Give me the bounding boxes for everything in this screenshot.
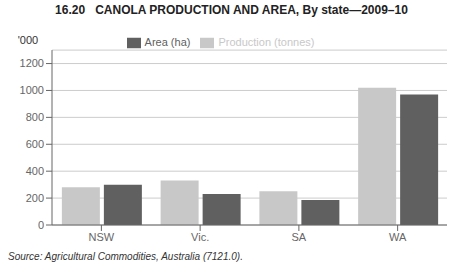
svg-text:200: 200 — [26, 192, 44, 204]
svg-text:800: 800 — [26, 111, 44, 123]
svg-text:1000: 1000 — [20, 84, 44, 96]
html-text:Source: Agricultural Commoditi: Source: Agricultural Commodities, Austra… — [8, 251, 243, 262]
svg-text:400: 400 — [26, 165, 44, 177]
html-text:Production (tonnes): Production (tonnes) — [218, 36, 315, 48]
svg-text:1200: 1200 — [20, 57, 44, 69]
svg-text:NSW: NSW — [89, 231, 115, 243]
svg-text:SA: SA — [292, 231, 307, 243]
svg-text:0: 0 — [38, 219, 44, 231]
svg-text:'000: '000 — [18, 34, 38, 46]
svg-text:Vic.: Vic. — [191, 231, 209, 243]
html-text:16.20 CANOLA PRODUCTION AND AR: 16.20 CANOLA PRODUCTION AND AREA, By sta… — [55, 3, 408, 17]
svg-text:WA: WA — [389, 231, 407, 243]
svg-text:600: 600 — [26, 138, 44, 150]
html-text:Area (ha): Area (ha) — [144, 36, 191, 48]
